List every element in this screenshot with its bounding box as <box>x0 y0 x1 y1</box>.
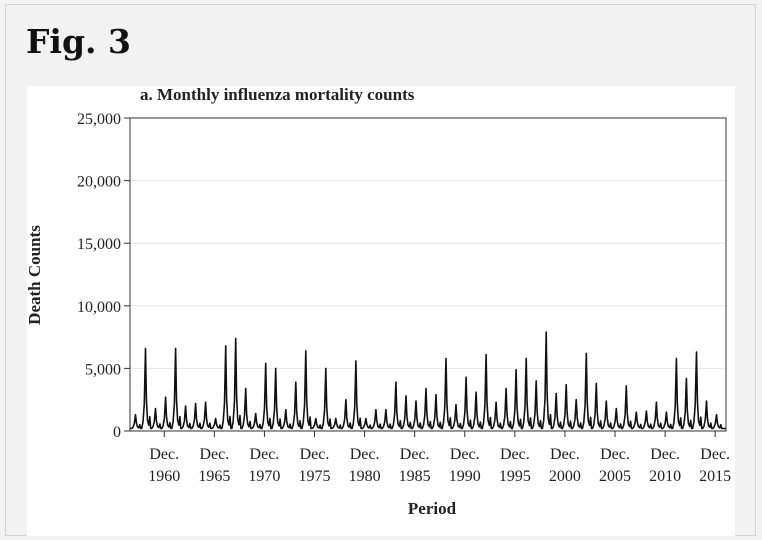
chart-panel: a. Monthly influenza mortality counts 0 5… <box>27 86 735 536</box>
x-tick-label-month: Dec. <box>500 446 530 463</box>
y-axis-ticks: 0 5,000 10,000 15,000 20,000 25,000 <box>77 111 130 441</box>
figure-label: Fig. 3 <box>26 22 131 61</box>
y-tick-label: 10,000 <box>77 299 121 316</box>
y-tick-label: 25,000 <box>77 111 121 128</box>
x-tick-label-year: 2015 <box>699 468 731 485</box>
y-axis-title: Death Counts <box>27 225 44 325</box>
x-tick-label-year: 1975 <box>299 468 331 485</box>
x-tick-label-year: 2005 <box>599 468 631 485</box>
x-tick-label-month: Dec. <box>199 446 229 463</box>
x-tick-label-year: 1985 <box>399 468 431 485</box>
x-axis-title: Period <box>408 499 457 518</box>
x-tick-label-year: 1960 <box>148 468 180 485</box>
y-tick-label: 0 <box>113 424 121 441</box>
x-axis-ticks: Dec. 1960 Dec. 1965 Dec. 1970 Dec. 1975 Dec. 1980… <box>148 431 731 485</box>
chart-title: a. Monthly influenza mortality counts <box>140 86 415 104</box>
x-tick-label-month: Dec. <box>600 446 630 463</box>
plot-area-border <box>129 117 727 432</box>
x-tick-label-year: 1970 <box>248 468 280 485</box>
x-tick-label-month: Dec. <box>300 446 330 463</box>
x-tick-label-month: Dec. <box>250 446 280 463</box>
x-tick-label-year: 1990 <box>449 468 481 485</box>
x-tick-label-month: Dec. <box>149 446 179 463</box>
x-tick-label-month: Dec. <box>350 446 380 463</box>
x-tick-label-month: Dec. <box>700 446 730 463</box>
x-tick-label-month: Dec. <box>650 446 680 463</box>
y-tick-label: 20,000 <box>77 174 121 191</box>
y-tick-label: 15,000 <box>77 236 121 253</box>
x-tick-label-month: Dec. <box>550 446 580 463</box>
series-layer <box>130 331 726 430</box>
influenza-mortality-chart: a. Monthly influenza mortality counts 0 5… <box>27 86 731 518</box>
x-tick-label-month: Dec. <box>400 446 430 463</box>
x-tick-label-year: 2010 <box>649 468 681 485</box>
x-tick-label-year: 1965 <box>198 468 230 485</box>
x-tick-label-month: Dec. <box>450 446 480 463</box>
y-tick-label: 5,000 <box>85 361 121 378</box>
grid-lines <box>130 180 726 369</box>
x-tick-label-year: 1980 <box>349 468 381 485</box>
x-tick-label-year: 2000 <box>549 468 581 485</box>
x-tick-label-year: 1995 <box>499 468 531 485</box>
series-line-influenza-deaths <box>130 331 726 430</box>
